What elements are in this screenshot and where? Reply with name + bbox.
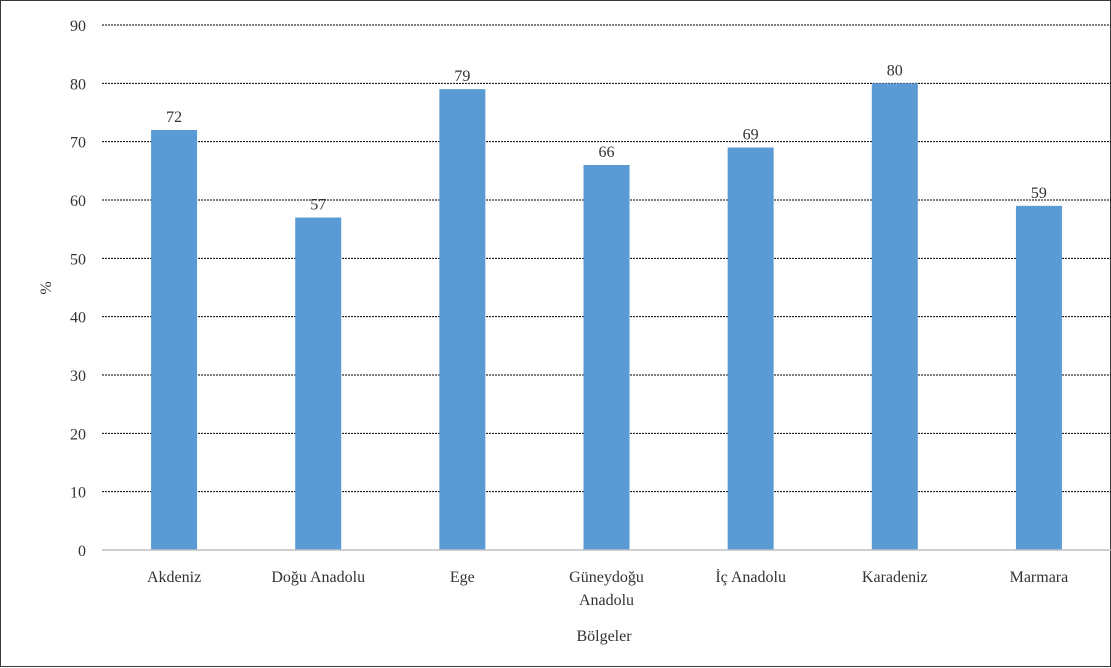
category-labels: Akdeniz Doğu Anadolu Ege Güneydoğu Anadolu İç… — [147, 568, 1068, 609]
y-tick-label: 0 — [78, 543, 86, 560]
data-label: 59 — [1031, 185, 1047, 202]
bar — [727, 147, 774, 550]
data-label: 79 — [454, 68, 470, 85]
bar — [151, 130, 198, 550]
x-tick-label: Doğu Anadolu — [271, 569, 365, 586]
x-tick-label: Güneydoğu Anadolu — [569, 569, 644, 609]
data-label: 57 — [310, 197, 326, 214]
y-tick-label: 20 — [70, 426, 86, 443]
bar — [439, 89, 486, 551]
y-axis-title: % — [38, 281, 55, 294]
y-tick-label: 40 — [70, 310, 86, 327]
y-tick-label: 60 — [70, 193, 86, 210]
data-label: 69 — [743, 127, 759, 144]
data-label: 80 — [887, 62, 903, 79]
y-tick-label: 30 — [70, 368, 86, 385]
y-tick-label: 10 — [70, 485, 86, 502]
y-tick-label: 50 — [70, 251, 86, 268]
x-tick-label: Akdeniz — [147, 569, 201, 586]
data-label: 66 — [599, 144, 615, 161]
bar — [295, 217, 342, 550]
y-tick-labels: 0 10 20 30 40 50 60 70 80 90 — [70, 18, 86, 560]
x-tick-label: İç Anadolu — [715, 568, 786, 586]
bars — [151, 83, 1062, 551]
bar — [583, 165, 630, 550]
y-tick-label: 90 — [70, 18, 86, 35]
data-labels: 72 57 79 66 69 80 59 — [166, 62, 1047, 213]
x-tick-label: Marmara — [1010, 569, 1069, 586]
x-axis-title: Bölgeler — [576, 628, 632, 645]
bar — [871, 83, 918, 550]
bar — [1015, 205, 1062, 551]
x-tick-label: Karadeniz — [862, 569, 928, 586]
x-tick-label: Ege — [450, 569, 475, 586]
y-tick-label: 70 — [70, 135, 86, 152]
y-tick-label: 80 — [70, 76, 86, 93]
data-label: 72 — [166, 109, 182, 126]
